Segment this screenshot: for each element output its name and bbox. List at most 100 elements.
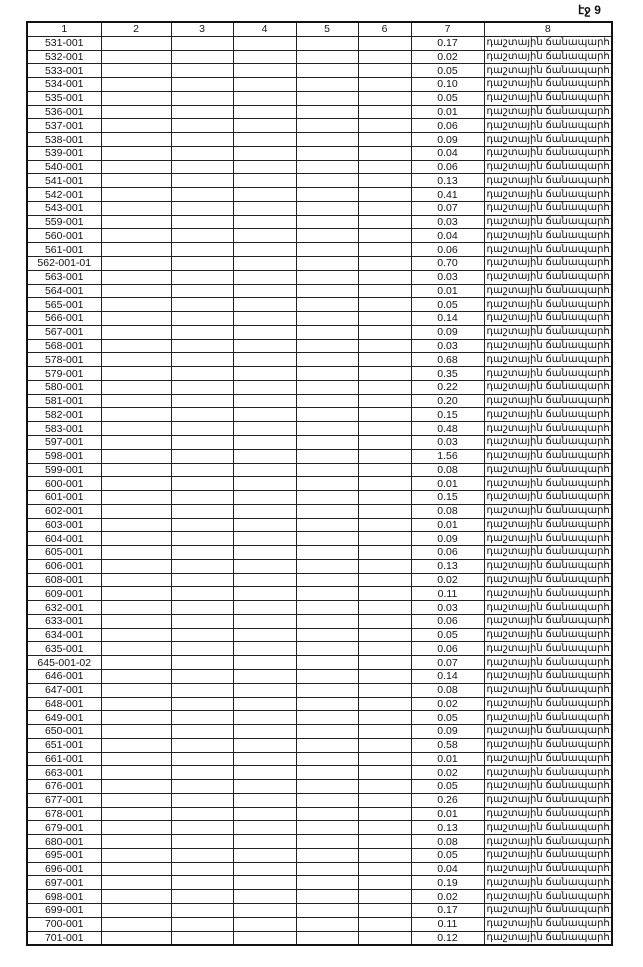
empty-cell [232, 283, 297, 299]
empty-cell [170, 503, 234, 519]
table-row: 634-001 0.05 դաշտային ճանապարհ [26, 627, 613, 643]
empty-cell [170, 242, 234, 258]
empty-cell [232, 655, 297, 670]
empty-cell [295, 448, 359, 464]
empty-cell [170, 352, 234, 368]
parcel-code: 540-001 [26, 159, 102, 175]
empty-cell [170, 476, 234, 492]
empty-cell [170, 641, 234, 657]
table-row: 647-001 0.08 դաշտային ճանապարհ [26, 682, 613, 698]
land-use: դաշտային ճանապարհ [483, 476, 613, 492]
empty-cell [357, 462, 412, 478]
area-value: 0.11 [410, 916, 485, 932]
empty-cell [100, 49, 172, 65]
empty-cell [100, 710, 172, 726]
empty-cell [100, 682, 172, 698]
empty-cell [295, 531, 359, 547]
land-use: դաշտային ճանապարհ [483, 930, 613, 946]
column-header: 7 [410, 21, 485, 37]
empty-cell [295, 118, 359, 134]
area-value: 0.03 [410, 600, 485, 615]
empty-cell [170, 916, 234, 932]
empty-cell [232, 434, 297, 450]
empty-cell [232, 132, 297, 147]
empty-cell [295, 187, 359, 202]
parcel-code: 698-001 [26, 889, 102, 904]
parcel-code: 599-001 [26, 462, 102, 478]
empty-cell [100, 214, 172, 230]
land-use: դաշտային ճանապարհ [483, 737, 613, 753]
empty-cell [100, 655, 172, 670]
land-use: դաշտային ճանապարհ [483, 434, 613, 450]
empty-cell [170, 600, 234, 615]
empty-cell [170, 490, 234, 505]
parcel-code: 608-001 [26, 572, 102, 588]
empty-cell [170, 545, 234, 560]
empty-cell [232, 338, 297, 354]
area-value: 0.13 [410, 558, 485, 574]
empty-cell [357, 256, 412, 271]
table-row: 663-001 0.02 դաշտային ճանապարհ [26, 765, 613, 781]
land-use: դաշտային ճանապարհ [483, 779, 613, 794]
land-use: դաշտային ճանապարհ [483, 132, 613, 147]
empty-cell [295, 352, 359, 368]
parcel-code: 634-001 [26, 627, 102, 643]
empty-cell [295, 903, 359, 918]
parcel-code: 560-001 [26, 228, 102, 244]
table-row: 633-001 0.06 դաշտային ճանապարհ [26, 613, 613, 629]
land-use: դաշտային ճանապարհ [483, 297, 613, 313]
land-use: դաշտային ճանապարհ [483, 517, 613, 533]
empty-cell [357, 434, 412, 450]
table-row: 651-001 0.58 դաշտային ճանապարհ [26, 737, 613, 753]
empty-cell [295, 338, 359, 354]
empty-cell [232, 847, 297, 863]
area-value: 0.10 [410, 77, 485, 92]
area-value: 0.11 [410, 586, 485, 602]
area-value: 0.05 [410, 90, 485, 106]
parcel-code: 562-001-01 [26, 256, 102, 271]
column-header: 3 [170, 21, 234, 37]
table-row: 645-001-02 0.07 դաշտային ճանապարհ [26, 655, 613, 670]
empty-cell [295, 35, 359, 51]
parcel-code: 603-001 [26, 517, 102, 533]
empty-cell [232, 90, 297, 106]
empty-cell [357, 834, 412, 849]
empty-cell [100, 668, 172, 684]
land-use: դաշտային ճանապարհ [483, 159, 613, 175]
table-row: 600-001 0.01 դաշտային ճանապարհ [26, 476, 613, 492]
empty-cell [170, 751, 234, 767]
empty-cell [357, 366, 412, 381]
empty-cell [170, 710, 234, 726]
table-row: 580-001 0.22 դաշտային ճանապարհ [26, 379, 613, 395]
table-row: 677-001 0.26 դաշտային ճանապարհ [26, 792, 613, 808]
empty-cell [100, 118, 172, 134]
empty-cell [357, 132, 412, 147]
table-row: 542-001 0.41 դաշտային ճանապարհ [26, 187, 613, 202]
table-row: 676-001 0.05 դաշտային ճանապարհ [26, 779, 613, 794]
empty-cell [170, 847, 234, 863]
land-use: դաշտային ճանապարհ [483, 407, 613, 423]
empty-cell [232, 77, 297, 92]
empty-cell [100, 434, 172, 450]
empty-cell [357, 558, 412, 574]
parcel-code: 695-001 [26, 847, 102, 863]
table-row: 578-001 0.68 դաշտային ճանապարհ [26, 352, 613, 368]
table-row: 648-001 0.02 դաշտային ճանապարհ [26, 696, 613, 712]
land-use: դաշտային ճանապարհ [483, 655, 613, 670]
column-header: 2 [100, 21, 172, 37]
area-value: 0.41 [410, 187, 485, 202]
parcel-code: 606-001 [26, 558, 102, 574]
empty-cell [357, 724, 412, 739]
empty-cell [232, 242, 297, 258]
parcel-code: 604-001 [26, 531, 102, 547]
area-value: 0.03 [410, 269, 485, 285]
land-use: դաշտային ճանապարհ [483, 63, 613, 79]
empty-cell [295, 159, 359, 175]
area-value: 0.01 [410, 806, 485, 822]
land-use: դաշտային ճանապարհ [483, 751, 613, 767]
parcel-code: 609-001 [26, 586, 102, 602]
area-value: 0.48 [410, 421, 485, 436]
land-use: դաշտային ճանապարհ [483, 503, 613, 519]
empty-cell [295, 462, 359, 478]
empty-cell [357, 668, 412, 684]
